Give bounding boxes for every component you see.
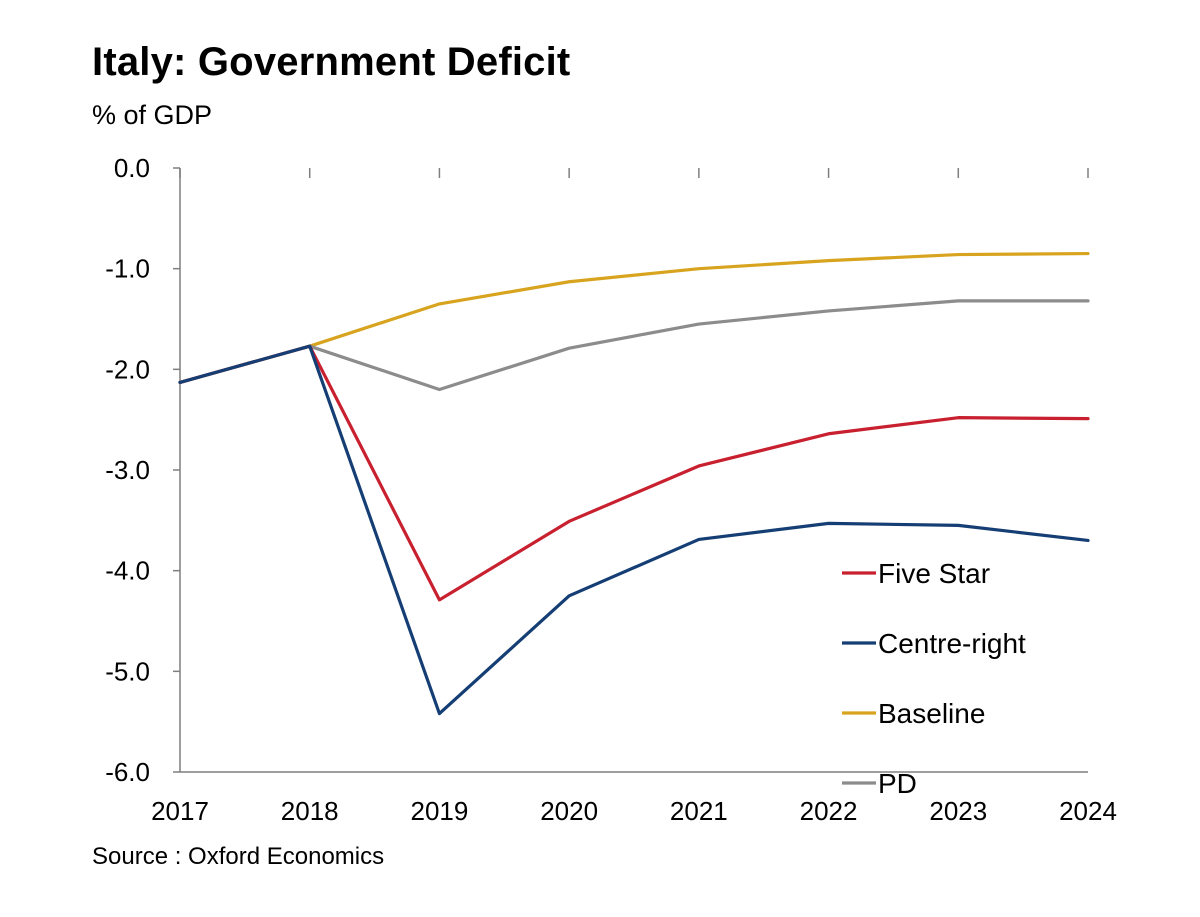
legend-label-baseline: Baseline bbox=[878, 698, 985, 729]
y-tick-label: -6.0 bbox=[105, 757, 150, 787]
x-tick-label: 2023 bbox=[929, 796, 987, 826]
x-tick-label: 2020 bbox=[540, 796, 598, 826]
series-line-pd bbox=[178, 299, 1090, 392]
series-line-baseline bbox=[178, 251, 1090, 385]
y-tick-label: -2.0 bbox=[105, 354, 150, 384]
series-line-five-star bbox=[178, 344, 1090, 602]
y-tick-label: -4.0 bbox=[105, 556, 150, 586]
series-line-centre-right bbox=[178, 344, 1090, 716]
x-tick-label: 2018 bbox=[281, 796, 339, 826]
legend-label-centre-right: Centre-right bbox=[878, 628, 1026, 659]
x-tick-label: 2021 bbox=[670, 796, 728, 826]
y-tick-label: 0.0 bbox=[114, 153, 150, 183]
legend-label-five-star: Five Star bbox=[878, 558, 990, 589]
y-tick-label: -1.0 bbox=[105, 254, 150, 284]
chart-source: Source : Oxford Economics bbox=[92, 843, 385, 870]
chart-title: Italy: Government Deficit bbox=[92, 40, 571, 84]
y-tick-label: -3.0 bbox=[105, 455, 150, 485]
x-tick-label: 2017 bbox=[151, 796, 209, 826]
legend-label-pd: PD bbox=[878, 768, 917, 799]
x-tick-label: 2019 bbox=[411, 796, 469, 826]
x-tick-label: 2022 bbox=[800, 796, 858, 826]
x-tick-label: 2024 bbox=[1059, 796, 1117, 826]
chart-subtitle: % of GDP bbox=[92, 100, 213, 130]
y-tick-label: -5.0 bbox=[105, 656, 150, 686]
